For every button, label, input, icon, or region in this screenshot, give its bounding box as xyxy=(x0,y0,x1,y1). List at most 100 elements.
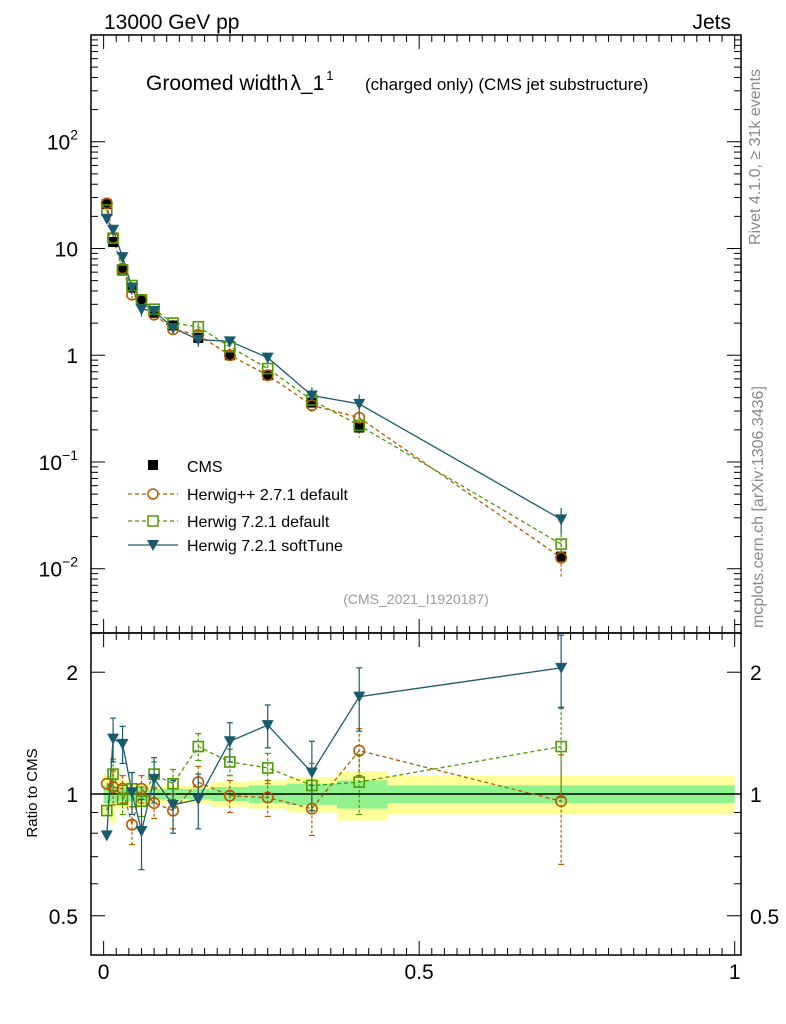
ratio-point-herwig721 xyxy=(107,768,119,780)
ratio-point-herwigpp xyxy=(353,744,366,757)
main-plot-series xyxy=(100,197,568,578)
legend-marker-herwigpp xyxy=(147,488,159,500)
ratio-axis-ticks xyxy=(91,671,741,956)
main-ytick-label: 10 xyxy=(55,238,78,261)
main-point-cms xyxy=(354,422,365,433)
main-point-cms xyxy=(108,237,119,248)
ratio-point-softtune xyxy=(353,691,366,703)
ratio-point-herwigpp xyxy=(126,818,139,831)
ratio-ytick-label-right: 1 xyxy=(750,784,762,807)
ratio-point-softtune xyxy=(192,794,205,806)
plot-subtitle: (charged only) (CMS jet substructure) xyxy=(365,75,648,94)
ratio-point-softtune xyxy=(167,799,180,811)
ratio-line-herwigpp xyxy=(106,749,562,828)
process-label: Jets xyxy=(692,11,731,34)
ratio-ytick-label-left: 0.5 xyxy=(49,906,78,929)
ratio-ytick-label-right: 0.5 xyxy=(750,906,779,929)
ratio-point-herwig721 xyxy=(353,776,366,788)
ytick-exponent: −2 xyxy=(62,554,78,570)
main-point-herwigpp xyxy=(353,411,366,424)
ratio-point-softtune xyxy=(555,662,568,674)
ratio-point-softtune xyxy=(223,736,236,748)
ratio-point-herwig721 xyxy=(135,795,148,807)
analysis-tag: (CMS_2021_I1920187) xyxy=(343,591,489,607)
ratio-point-herwigpp xyxy=(148,797,161,810)
main-point-cms xyxy=(136,294,147,305)
main-point-softtune xyxy=(116,252,129,264)
main-point-herwigpp xyxy=(100,197,113,210)
ytick-mantissa: 10 xyxy=(47,132,70,155)
ytick-mantissa: 10 xyxy=(39,452,62,475)
x-tick-label: 0 xyxy=(98,961,110,984)
ratio-point-herwig721 xyxy=(167,777,179,790)
x-tick-label: 0.5 xyxy=(405,961,434,984)
main-point-softtune xyxy=(167,322,180,334)
main-point-herwig721 xyxy=(353,419,366,432)
main-point-herwigpp xyxy=(261,369,274,382)
main-line-softtune xyxy=(106,218,562,520)
ratio-point-softtune xyxy=(148,773,161,785)
legend: CMS Herwig++ 2.7.1 default Herwig 7.2.1 … xyxy=(128,459,349,555)
main-point-softtune xyxy=(261,352,274,364)
main-point-softtune xyxy=(135,304,148,316)
ratio-point-herwig721 xyxy=(261,762,274,774)
main-point-softtune xyxy=(107,224,120,236)
mcplots-reference-label: mcplots.cern.ch [arXiv:1306.3436] xyxy=(750,386,767,628)
legend-marker-cms xyxy=(148,460,158,470)
ratio-plot-frame xyxy=(90,632,742,956)
legend-marker-softtune xyxy=(147,540,159,551)
main-ytick-label: 10−2 xyxy=(39,554,79,582)
main-point-cms xyxy=(262,370,273,381)
ratio-point-softtune xyxy=(261,720,274,732)
ratio-point-herwig721 xyxy=(100,804,113,817)
ratio-point-softtune xyxy=(116,738,129,750)
main-ytick-label: 1 xyxy=(66,345,78,368)
main-point-cms xyxy=(117,265,128,276)
main-point-softtune xyxy=(126,282,139,294)
main-axis-ticks xyxy=(91,34,741,955)
ratio-point-softtune xyxy=(305,767,318,779)
ratio-point-softtune xyxy=(126,787,139,799)
ratio-point-herwigpp xyxy=(100,777,113,790)
ytick-mantissa: 10 xyxy=(39,559,62,582)
ratio-point-herwig721 xyxy=(306,779,318,792)
ratio-point-herwigpp xyxy=(223,789,236,802)
ratio-point-herwigpp xyxy=(555,795,568,808)
x-tick-label: 1 xyxy=(729,961,741,984)
main-point-cms xyxy=(556,551,567,562)
main-point-softtune xyxy=(305,390,318,402)
plot-title: Groomed widthλ_1 1 xyxy=(146,68,334,95)
plot-title-lambda: λ xyxy=(290,72,301,95)
rivet-version-label: Rivet 4.1.0, ≥ 31k events xyxy=(747,69,764,245)
ratio-point-herwigpp xyxy=(305,802,318,815)
ratio-point-herwig721 xyxy=(192,740,205,753)
main-point-softtune xyxy=(555,514,568,526)
legend-label-herwig721: Herwig 7.2.1 default xyxy=(187,514,330,531)
legend-label-softtune: Herwig 7.2.1 softTune xyxy=(187,538,343,555)
main-point-herwigpp xyxy=(223,349,236,362)
ratio-ytick-label-right: 2 xyxy=(750,662,762,685)
ytick-exponent: 2 xyxy=(70,127,78,143)
legend-label-herwigpp: Herwig++ 2.7.1 default xyxy=(187,487,349,504)
main-point-softtune xyxy=(100,213,113,225)
main-ytick-label: 102 xyxy=(47,127,78,155)
main-point-herwig721 xyxy=(192,320,205,333)
ratio-point-herwig721 xyxy=(555,740,567,753)
ratio-ytick-label-left: 1 xyxy=(66,784,78,807)
ratio-axis-label: Ratio to CMS xyxy=(24,748,41,837)
main-point-cms xyxy=(224,350,235,361)
ratio-uncertainty-band xyxy=(91,769,741,823)
ratio-point-herwig721 xyxy=(116,793,129,806)
plot-title-lambda-suffix: _1 xyxy=(300,72,324,95)
main-point-softtune xyxy=(148,305,161,317)
ytick-exponent: −1 xyxy=(62,447,78,463)
energy-label: 13000 GeV pp xyxy=(104,11,239,34)
main-point-herwig721 xyxy=(555,538,567,550)
main-point-cms xyxy=(306,397,317,408)
main-point-softtune xyxy=(223,336,236,348)
ratio-plot-series xyxy=(100,634,568,871)
main-point-herwig721 xyxy=(116,264,129,276)
main-point-softtune xyxy=(353,398,366,410)
